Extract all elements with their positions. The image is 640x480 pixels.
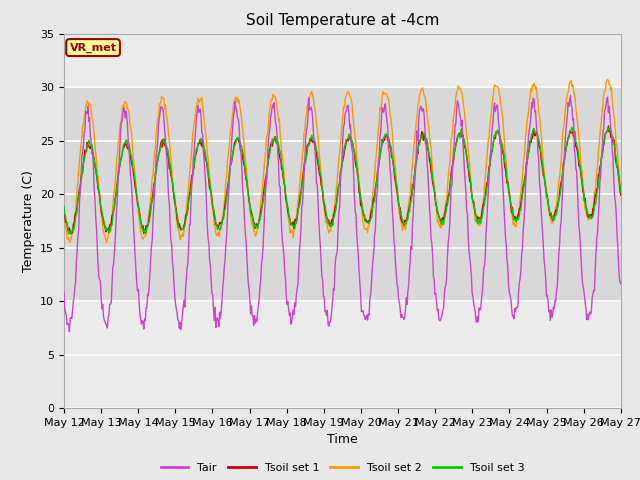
Tsoil set 3 [65,231,72,237]
Tsoil set 2 [428,144,435,150]
Tsoil set 3 [568,124,576,130]
Tair [65,329,73,335]
Tsoil set 1 [428,169,435,175]
Tair [617,280,625,286]
Y-axis label: Temperature (C): Temperature (C) [22,170,35,272]
Line: Tsoil set 3: Tsoil set 3 [64,127,621,234]
Tair [128,194,136,200]
Tsoil set 2 [60,216,68,222]
Tsoil set 1 [605,123,612,129]
Tsoil set 2 [70,221,78,227]
Tsoil set 1 [214,224,222,230]
Tair [214,318,222,324]
Tsoil set 1 [617,192,625,198]
Tsoil set 1 [60,210,68,216]
Bar [64,87,621,301]
Tsoil set 3 [60,204,68,209]
Tsoil set 2 [604,77,611,83]
X-axis label: Time: Time [327,433,358,446]
Tsoil set 2 [103,240,111,245]
Tsoil set 1 [411,170,419,176]
Tair [185,242,193,248]
Tsoil set 3 [185,198,193,204]
Tsoil set 2 [617,191,625,196]
Tsoil set 3 [214,225,222,231]
Text: VR_met: VR_met [70,42,116,53]
Tsoil set 3 [71,220,79,226]
Tair [71,285,79,290]
Tsoil set 1 [71,214,79,220]
Line: Tair: Tair [64,96,621,332]
Tsoil set 1 [128,163,136,168]
Tsoil set 1 [67,231,75,237]
Tsoil set 3 [428,161,435,167]
Tsoil set 3 [411,170,419,176]
Tsoil set 3 [617,190,625,195]
Tsoil set 3 [128,158,136,164]
Tsoil set 2 [128,140,136,145]
Line: Tsoil set 2: Tsoil set 2 [64,80,621,242]
Tsoil set 1 [185,196,193,202]
Line: Tsoil set 1: Tsoil set 1 [64,126,621,234]
Tsoil set 2 [214,229,222,235]
Tair [411,180,419,185]
Tair [428,236,435,242]
Tair [60,289,68,295]
Tair [566,93,574,98]
Tsoil set 2 [185,182,193,188]
Legend: Tair, Tsoil set 1, Tsoil set 2, Tsoil set 3: Tair, Tsoil set 1, Tsoil set 2, Tsoil se… [156,458,529,477]
Title: Soil Temperature at -4cm: Soil Temperature at -4cm [246,13,439,28]
Tsoil set 2 [411,134,419,140]
